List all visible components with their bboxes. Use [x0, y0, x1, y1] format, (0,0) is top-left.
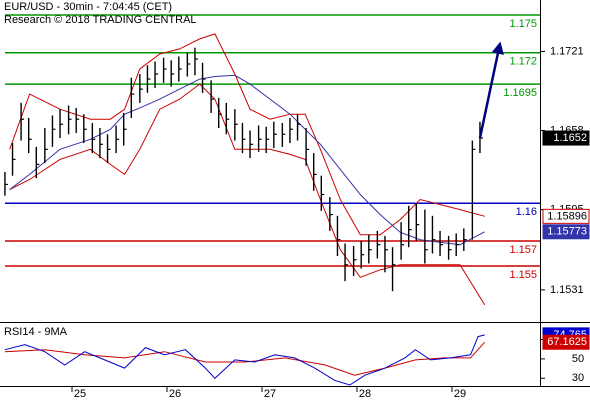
- level-label: 1.155: [509, 269, 537, 281]
- level-label: 1.172: [509, 56, 537, 68]
- x-tick-label: 29: [454, 388, 466, 400]
- rsi-ma-value-box: [542, 334, 590, 350]
- level-label: 1.16: [516, 206, 537, 218]
- chart-subtitle: Research © 2018 TRADING CENTRAL: [4, 14, 197, 26]
- last-price: 1.1652: [553, 132, 587, 144]
- y-tick-label: 1.1531: [550, 284, 584, 296]
- x-tick-label: 27: [264, 388, 276, 400]
- x-tick-label: 26: [169, 388, 181, 400]
- last-price-box: [542, 130, 590, 146]
- chart-title: EUR/USD - 30min - 7:04:45 (CET): [4, 1, 172, 13]
- rsi-tick-label: 30: [572, 372, 584, 384]
- upper-band-value: 1.15896: [547, 210, 587, 222]
- rsi-ma-line: [4, 341, 486, 376]
- ma-value: 1.15773: [547, 226, 587, 238]
- ma-value-box: [542, 224, 590, 240]
- rsi-tick-label: 50: [572, 353, 584, 365]
- upper-band: [9, 33, 485, 236]
- rsi-title: RSI14 - 9MA: [4, 326, 68, 338]
- rsi-line: [4, 334, 485, 386]
- x-tick-label: 28: [359, 388, 371, 400]
- level-label: 1.175: [509, 18, 537, 30]
- rsi-ma-value: 67.1625: [547, 336, 587, 348]
- upper-band-value-box: [542, 208, 590, 224]
- x-tick-label: 25: [74, 388, 86, 400]
- projection-arrow: [478, 41, 504, 139]
- moving-average: [9, 74, 485, 246]
- y-tick-label: 1.1721: [550, 45, 584, 57]
- level-label: 1.1695: [503, 87, 537, 99]
- level-label: 1.157: [509, 244, 537, 256]
